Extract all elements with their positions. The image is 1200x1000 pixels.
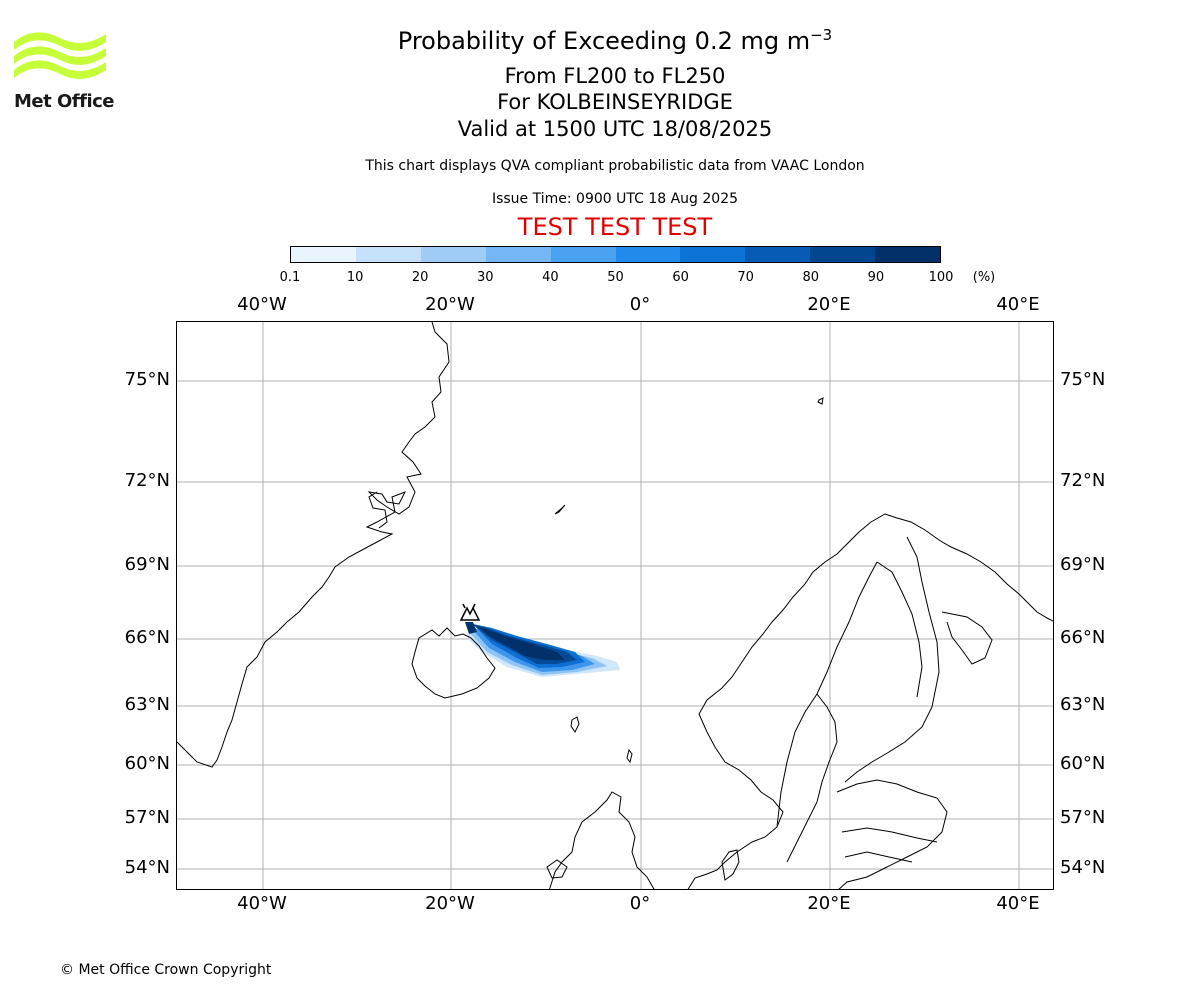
right-lat-label: 54°N (1060, 857, 1106, 878)
bottom-lon-label: 40°W (237, 893, 287, 914)
colorbar-segment (291, 247, 356, 262)
right-lat-label: 69°N (1060, 554, 1106, 575)
bottom-lon-label: 20°E (807, 893, 851, 914)
left-lat-label: 63°N (124, 694, 170, 715)
ash-plume (465, 622, 620, 677)
bottom-lon-label: 40°E (996, 893, 1040, 914)
right-lat-label: 57°N (1060, 807, 1106, 828)
colorbar-segment (875, 247, 941, 262)
colorbar-tick-label: 60 (672, 270, 689, 285)
test-banner: TEST TEST TEST (517, 213, 713, 241)
bottom-lon-label: 20°W (425, 893, 475, 914)
chart-title-superscript: −3 (810, 26, 833, 44)
map-canvas (177, 322, 1053, 889)
colorbar-segment (485, 247, 551, 262)
colorbar-tick-label: 40 (542, 270, 559, 285)
top-lon-label: 0° (629, 294, 651, 315)
copyright-notice: © Met Office Crown Copyright (60, 962, 272, 978)
colorbar-tick-label: 20 (411, 270, 429, 285)
location-label: For KOLBEINSEYRIDGE (497, 90, 733, 114)
colorbar-tick-label: 70 (737, 270, 754, 285)
level-range: From FL200 to FL250 (504, 64, 726, 88)
volcano-icon (459, 603, 481, 621)
colorbar-segment (550, 247, 616, 262)
graticule (177, 322, 1053, 889)
chart-title: Probability of Exceeding 0.2 mg m−3 (0, 26, 1200, 55)
description-text: This chart displays QVA compliant probab… (365, 158, 865, 174)
colorbar-segment (745, 247, 811, 262)
left-lat-label: 69°N (124, 554, 170, 575)
map-panel[interactable] (176, 321, 1054, 890)
colorbar-tick-label: 30 (477, 270, 494, 285)
right-lat-label: 66°N (1060, 627, 1106, 648)
colorbar-tick-label: 80 (802, 270, 820, 285)
left-lat-label: 75°N (124, 369, 170, 390)
issue-time: Issue Time: 0900 UTC 18 Aug 2025 (491, 191, 739, 207)
probability-colorbar (290, 246, 941, 263)
colorbar-tick-label: 10 (346, 270, 364, 285)
colorbar-segment (810, 247, 876, 262)
met-office-logo-text: Met Office (14, 91, 115, 112)
left-lat-label: 54°N (124, 857, 170, 878)
colorbar-segment (615, 247, 681, 262)
colorbar-tick-label: 0.1 (279, 270, 301, 285)
left-lat-label: 60°N (124, 753, 170, 774)
met-office-logo-icon (14, 32, 106, 79)
top-lon-label: 20°E (807, 294, 851, 315)
colorbar-segment (420, 247, 486, 262)
left-lat-label: 66°N (124, 627, 170, 648)
top-lon-label: 40°E (996, 294, 1040, 315)
colorbar-tick-label: 100 (928, 270, 954, 285)
top-lon-label: 40°W (237, 294, 287, 315)
colorbar-unit: (%) (972, 270, 996, 285)
right-lat-label: 63°N (1060, 694, 1106, 715)
colorbar-segment (355, 247, 421, 262)
colorbar-tick-label: 50 (607, 270, 624, 285)
right-lat-label: 75°N (1060, 369, 1106, 390)
valid-time: Valid at 1500 UTC 18/08/2025 (457, 117, 773, 141)
chart-title-text: Probability of Exceeding 0.2 mg m (397, 27, 811, 55)
left-lat-label: 72°N (124, 470, 170, 491)
right-lat-label: 60°N (1060, 753, 1106, 774)
right-lat-label: 72°N (1060, 470, 1106, 491)
left-lat-label: 57°N (124, 807, 170, 828)
colorbar-tick-label: 90 (867, 270, 885, 285)
coastlines (177, 322, 1053, 889)
top-lon-label: 20°W (425, 294, 475, 315)
bottom-lon-label: 0° (629, 893, 651, 914)
colorbar-segment (680, 247, 746, 262)
